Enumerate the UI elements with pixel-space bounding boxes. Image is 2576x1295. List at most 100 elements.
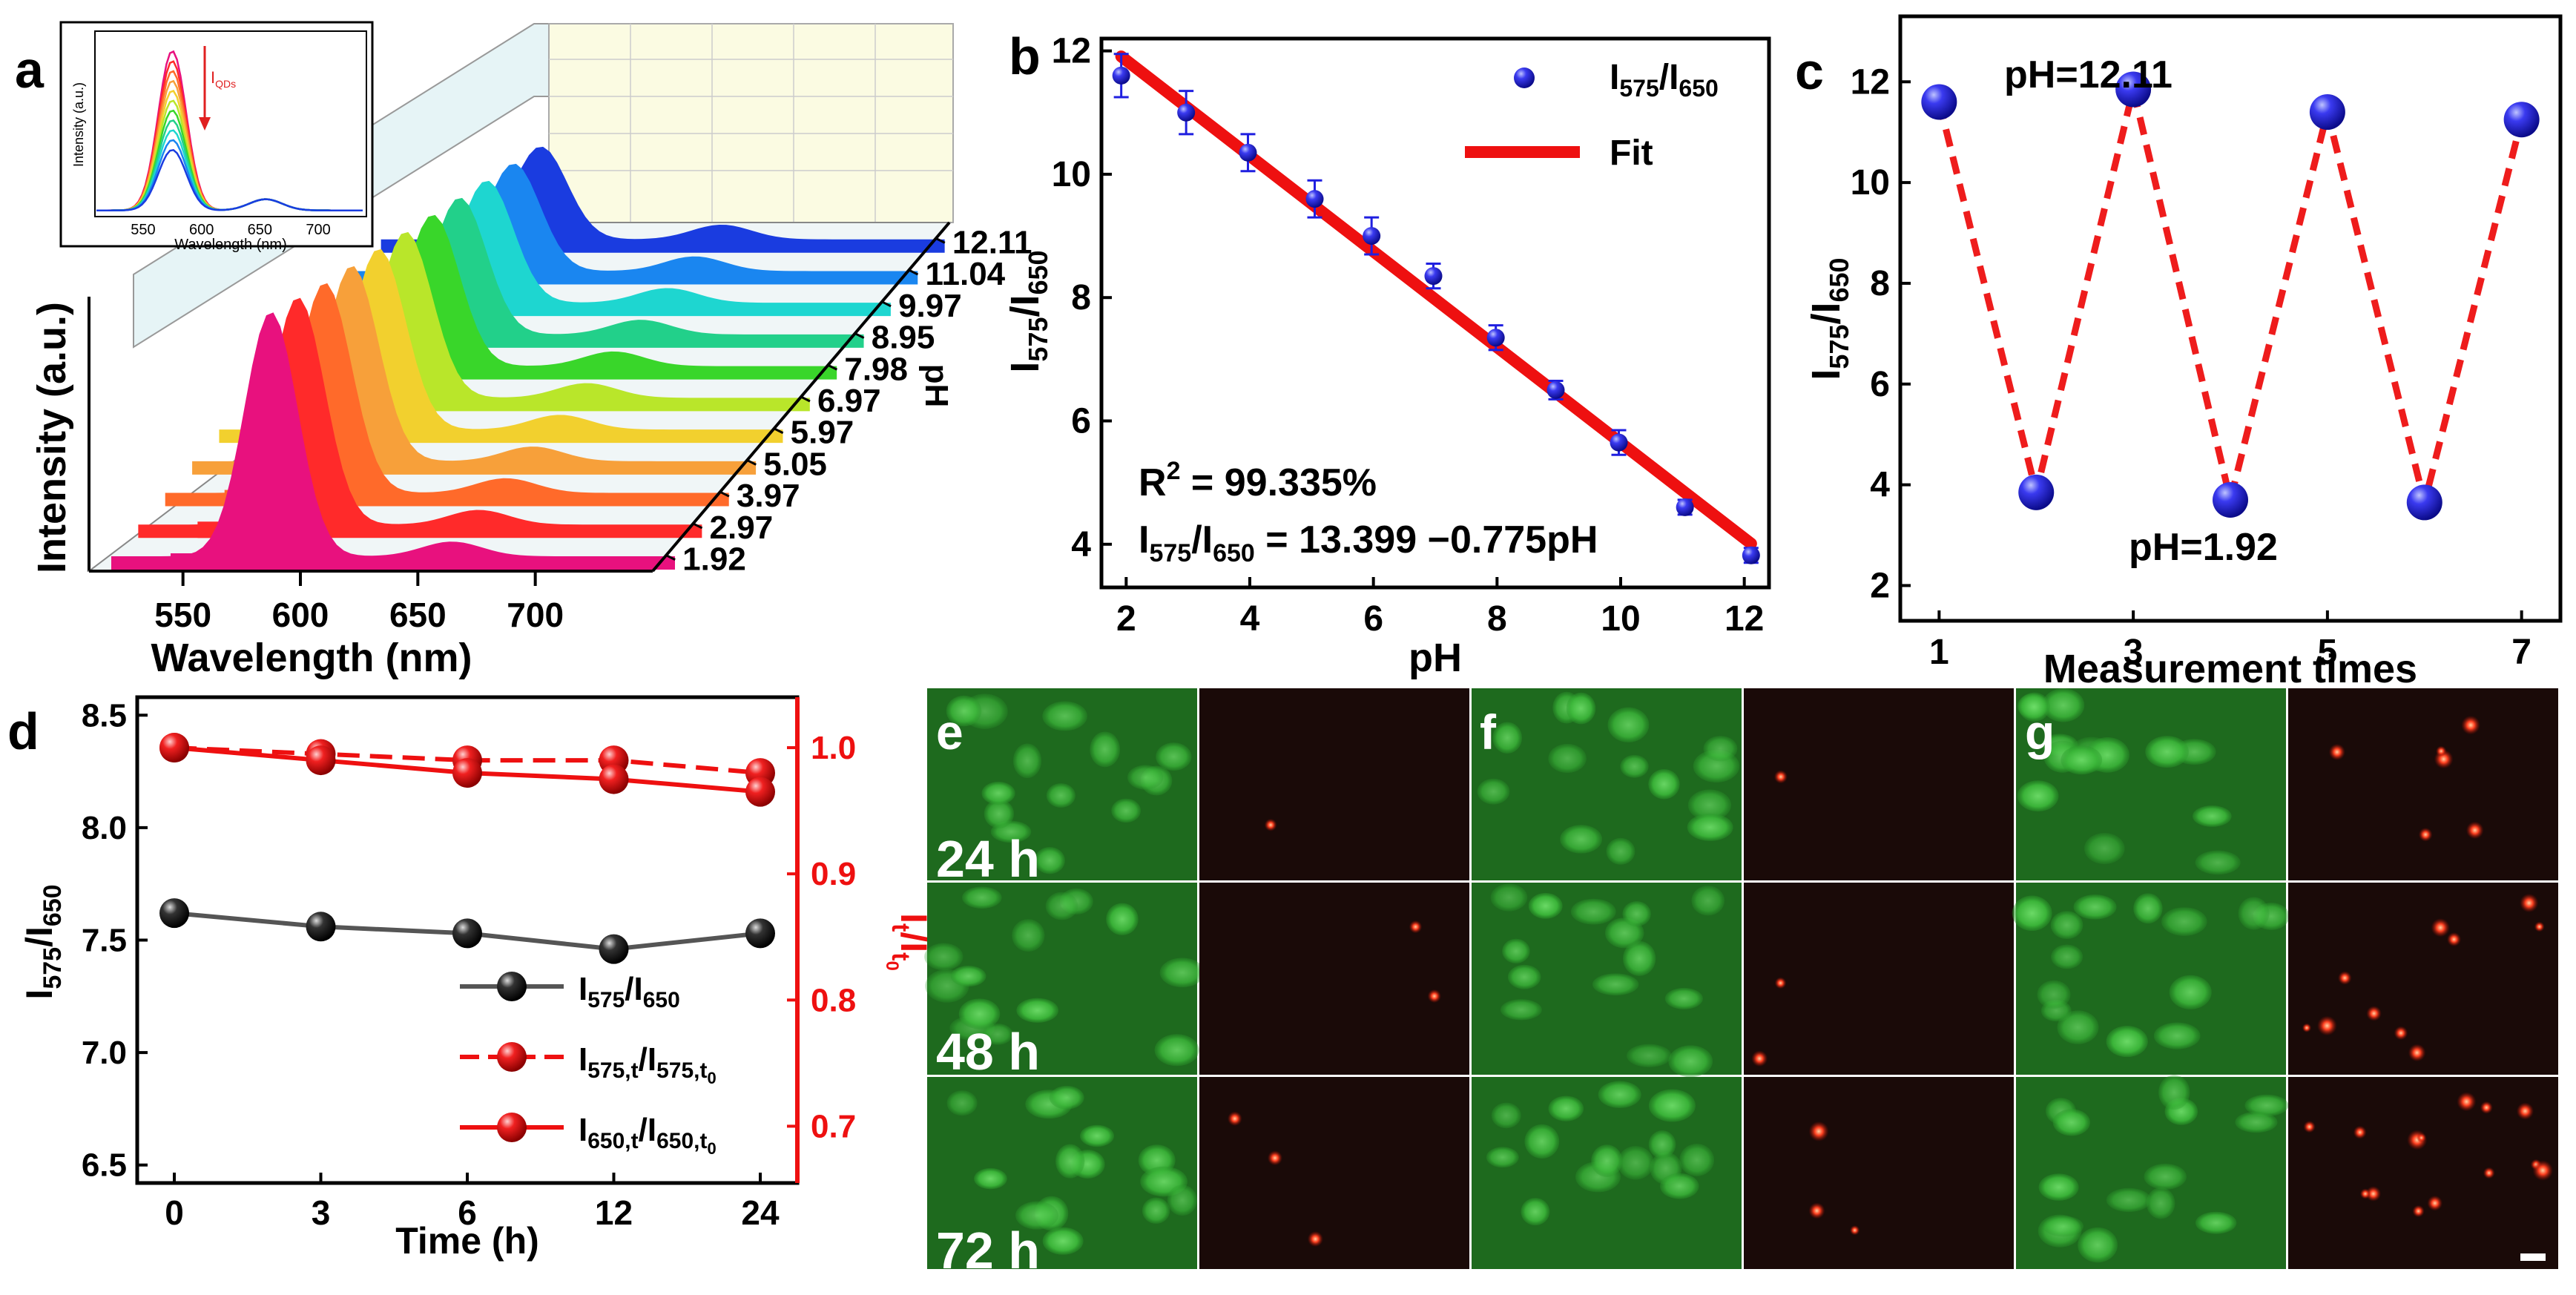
b-r2-annotation: R2 = 99.335%	[1139, 457, 1377, 504]
a-z-tick	[665, 554, 676, 561]
green-cell	[984, 799, 1015, 828]
a-z-tick-label: 12.11	[952, 224, 1032, 260]
waterfall-ridges	[111, 146, 945, 570]
red-dot	[2366, 1006, 2382, 1021]
green-cell	[1560, 825, 1603, 854]
c-x-tick-label: 1	[1929, 633, 1949, 672]
a-z-tick-label: 8.95	[872, 320, 935, 356]
red-dot	[2394, 1026, 2408, 1041]
a-x-tick-label: 650	[389, 596, 447, 634]
panel-letter-a: a	[15, 41, 45, 99]
panel-d: 0 3 6 12 24 6.5 7.0 7.5 8.0 8.5 0.7 0.8 0.9 1.0 Time …	[7, 695, 935, 1262]
green-cell	[2169, 975, 2212, 1009]
c-plot-marks	[1921, 71, 2540, 521]
red-dot	[2446, 932, 2462, 947]
c-data-point	[2503, 102, 2540, 138]
red-dot	[2418, 827, 2433, 842]
d-x-tick-label: 3	[312, 1193, 331, 1232]
d-y-tick-label-right: 0.9	[811, 856, 856, 892]
inset-curve	[96, 148, 363, 211]
green-cell	[1042, 701, 1087, 731]
green-cell	[1664, 987, 1703, 1009]
green-cell	[1491, 1102, 1521, 1129]
red-dot	[1751, 1050, 1768, 1067]
red-dot	[2461, 715, 2480, 735]
green-cell	[2144, 1163, 2187, 1190]
c-y-tick-label: 10	[1851, 163, 1890, 202]
c-data-point	[2309, 94, 2345, 131]
red-dot	[2302, 1023, 2312, 1032]
red-channel-image	[1744, 883, 2014, 1075]
green-cell	[1622, 901, 1651, 927]
b-legend-marker	[1514, 67, 1535, 88]
row-label-72h: 72 h	[936, 1222, 1040, 1279]
wall-back	[548, 23, 954, 223]
green-cell	[958, 998, 1001, 1029]
c-y-tick-label: 12	[1851, 62, 1890, 102]
b-y-tick-label: 8	[1071, 278, 1091, 317]
red-dot	[2516, 1102, 2534, 1120]
red-dot	[1267, 1150, 1283, 1166]
green-cell	[2073, 894, 2117, 920]
a-z-tick	[854, 332, 865, 339]
green-cell	[1049, 1085, 1084, 1110]
inset-x-ticks: 550 600 650 700	[131, 222, 330, 238]
panel-letter-e: e	[936, 705, 963, 759]
green-cell	[1490, 883, 1528, 912]
red-dot	[2412, 1205, 2425, 1218]
red-dot	[1774, 977, 1787, 989]
green-cell	[1648, 768, 1680, 800]
green-cell	[2083, 832, 2125, 865]
green-cell	[1606, 837, 1635, 865]
b-legend-label-fit: Fit	[1610, 134, 1653, 173]
red-dot	[2338, 971, 2352, 985]
green-cell	[1691, 886, 1725, 916]
green-cell	[1668, 1045, 1713, 1078]
green-cell	[1055, 1144, 1085, 1179]
green-cell	[1159, 958, 1205, 988]
c-plot-frame	[1898, 14, 2563, 623]
b-x-tick-label: 2	[1116, 599, 1136, 639]
green-cell	[2238, 897, 2270, 930]
green-cell	[1486, 1147, 1519, 1168]
panel-letter-f: f	[1480, 705, 1497, 759]
inset-curves	[96, 50, 363, 211]
green-cell	[1477, 778, 1510, 805]
green-cell	[1528, 892, 1563, 919]
c-y-tick-label: 8	[1870, 264, 1890, 303]
green-cell	[2038, 1173, 2079, 1201]
green-cell	[1592, 973, 1639, 996]
green-cell	[2195, 1211, 2237, 1234]
wall-grid	[549, 24, 953, 223]
green-cell	[1045, 892, 1078, 920]
inset-arrow-label: IQDs	[211, 68, 236, 90]
a-z-tick	[746, 459, 757, 466]
c-ticks: 1 3 5 7 2 4 6 8 10 12	[1851, 62, 2531, 672]
c-data-point	[2018, 474, 2055, 510]
green-cell	[1500, 999, 1542, 1021]
d-ylabel-left: I575/I650	[19, 884, 67, 999]
inset-x-tick-label: 550	[131, 222, 155, 238]
d-legend-marker-2	[497, 1042, 527, 1072]
green-cell	[1142, 1197, 1170, 1224]
red-dot	[2480, 1101, 2493, 1114]
d-legend-marker-1	[497, 972, 527, 1001]
red-channel-image	[2288, 1077, 2558, 1269]
d-data-point-0	[745, 918, 775, 949]
inset-x-tick-label: 600	[189, 222, 214, 238]
a-z-tick-label: 9.97	[898, 288, 962, 324]
d-xlabel: Time (h)	[395, 1220, 539, 1262]
b-x-tick-label: 10	[1601, 599, 1640, 639]
b-y-tick-label: 6	[1071, 402, 1091, 441]
green-cell	[2052, 1109, 2090, 1136]
b-data-point	[1305, 190, 1324, 208]
green-cell	[2235, 1111, 2278, 1133]
green-cell	[1660, 1173, 1699, 1199]
d-data-point-0	[306, 912, 336, 942]
d-data-point-0	[599, 934, 629, 964]
green-cell	[1566, 692, 1596, 725]
c-annotation-high: pH=12.11	[2004, 53, 2173, 96]
red-dot	[1808, 1202, 1825, 1219]
d-legend-label-3: I650,t/I650,t0	[579, 1112, 717, 1158]
